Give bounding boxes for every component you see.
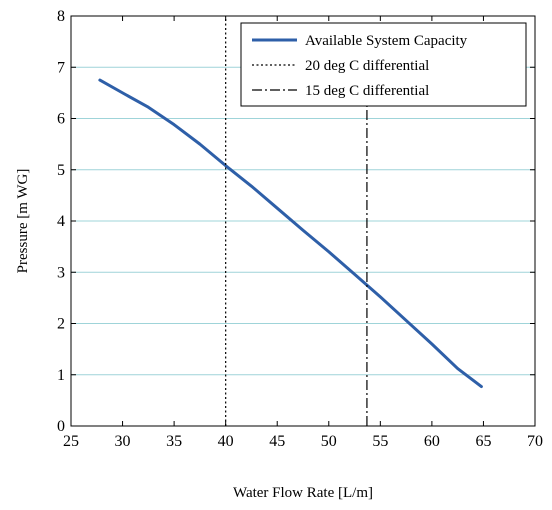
legend-entries: Available System Capacity 20 deg C differ… bbox=[252, 33, 468, 99]
axis-ticks bbox=[70, 15, 536, 427]
y-tick-label-2: 2 bbox=[57, 316, 65, 333]
x-axis-title: Water Flow Rate [L/m] bbox=[233, 485, 373, 501]
y-tick-label-8: 8 bbox=[57, 8, 65, 25]
x-tick-label-35: 35 bbox=[166, 433, 182, 450]
x-tick-label-65: 65 bbox=[475, 433, 491, 450]
x-tick-label-40: 40 bbox=[218, 433, 234, 450]
y-tick-label-3: 3 bbox=[57, 264, 65, 281]
y-tick-label-1: 1 bbox=[57, 367, 65, 384]
legend: Available System Capacity 20 deg C differ… bbox=[240, 22, 527, 107]
y-tick-label-0: 0 bbox=[57, 418, 65, 435]
x-tick-label-55: 55 bbox=[372, 433, 388, 450]
x-tick-label-50: 50 bbox=[321, 433, 337, 450]
y-axis-title: Pressure [m WG] bbox=[15, 169, 31, 274]
series-line-1 bbox=[98, 78, 483, 389]
y-tick-label-4: 4 bbox=[57, 213, 65, 230]
x-tick-label-60: 60 bbox=[424, 433, 440, 450]
series-layer bbox=[98, 16, 483, 426]
y-tick-label-7: 7 bbox=[57, 59, 65, 76]
x-tick-label-30: 30 bbox=[115, 433, 131, 450]
x-tick-label-25: 25 bbox=[63, 433, 79, 450]
x-tick-label-45: 45 bbox=[269, 433, 285, 450]
y-tick-label-5: 5 bbox=[57, 162, 65, 179]
x-tick-label-70: 70 bbox=[527, 433, 543, 450]
legend-label-1: Available System Capacity bbox=[305, 33, 468, 49]
legend-label-3: 15 deg C differential bbox=[305, 83, 429, 99]
y-tick-label-6: 6 bbox=[57, 111, 65, 128]
legend-label-2: 20 deg C differential bbox=[305, 58, 429, 74]
grid-lines bbox=[71, 66, 535, 376]
